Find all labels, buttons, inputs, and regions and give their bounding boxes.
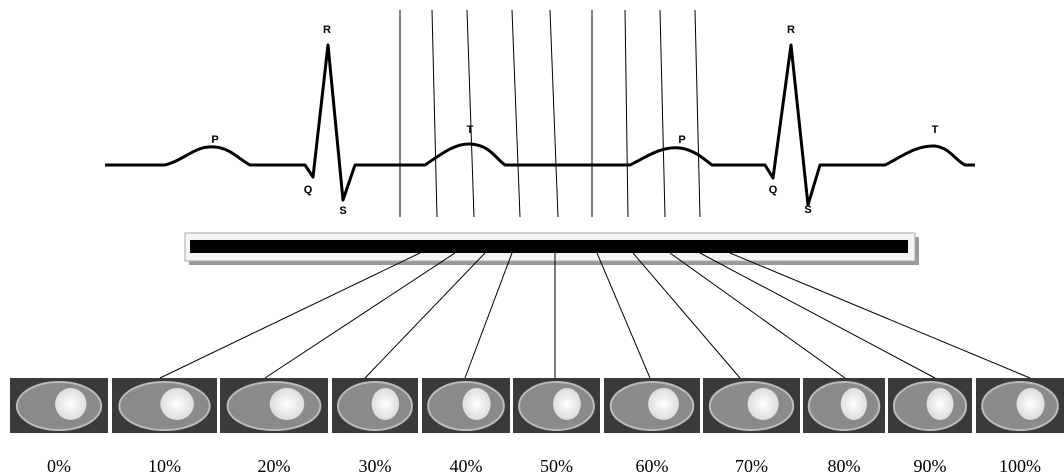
ecg-trace: [105, 45, 975, 205]
wave-label: S: [339, 205, 346, 217]
phase-label: 90%: [914, 456, 947, 475]
fan-line: [265, 253, 455, 378]
phase-label: 100%: [999, 456, 1041, 475]
wave-label: Q: [304, 184, 313, 196]
phase-label: 80%: [828, 456, 861, 475]
phase-label: 20%: [258, 456, 291, 475]
diagram: P Q R S T P Q R S T 0% 10% 20% 30% 40% 50% 60% 70% 80% 90% 1…: [0, 0, 1064, 475]
ct-heart: [160, 388, 194, 420]
ct-heart: [462, 388, 490, 420]
wave-label: T: [932, 124, 939, 136]
phase-label: 40%: [450, 456, 483, 475]
fan-line: [670, 253, 845, 378]
phase-label: 0%: [47, 456, 71, 475]
phase-label: 50%: [540, 456, 573, 475]
fan-line: [700, 253, 935, 378]
page: P Q R S T P Q R S T 0% 10% 20% 30% 40% 50% 60% 70% 80% 90% 1…: [0, 0, 1064, 475]
fan-line: [365, 253, 485, 378]
ct-heart: [841, 388, 867, 420]
ct-heart: [553, 388, 581, 420]
phase-label: 60%: [636, 456, 669, 475]
ct-heart: [648, 388, 679, 420]
phase-label: 30%: [359, 456, 392, 475]
phase-lines: [400, 10, 700, 217]
ct-heart: [270, 388, 305, 420]
wave-label: P: [678, 134, 685, 146]
wave-label: T: [467, 124, 474, 136]
ct-heart: [1016, 388, 1044, 420]
ct-heart: [55, 388, 86, 420]
fan-line: [730, 253, 1030, 378]
wave-label: R: [787, 24, 795, 36]
ct-heart: [927, 388, 954, 420]
wave-label: S: [804, 204, 811, 216]
ct-heart: [372, 388, 400, 420]
fan-line: [160, 253, 420, 378]
fan-line: [465, 253, 512, 378]
phase-label: 10%: [148, 456, 181, 475]
wave-label: P: [211, 134, 218, 146]
ct-heart: [748, 388, 779, 420]
wave-label: Q: [769, 184, 778, 196]
wave-label: R: [323, 24, 331, 36]
phase-label: 70%: [735, 456, 768, 475]
timeline-bar: [190, 240, 908, 253]
fan-line: [633, 253, 740, 378]
fan-line: [597, 253, 650, 378]
